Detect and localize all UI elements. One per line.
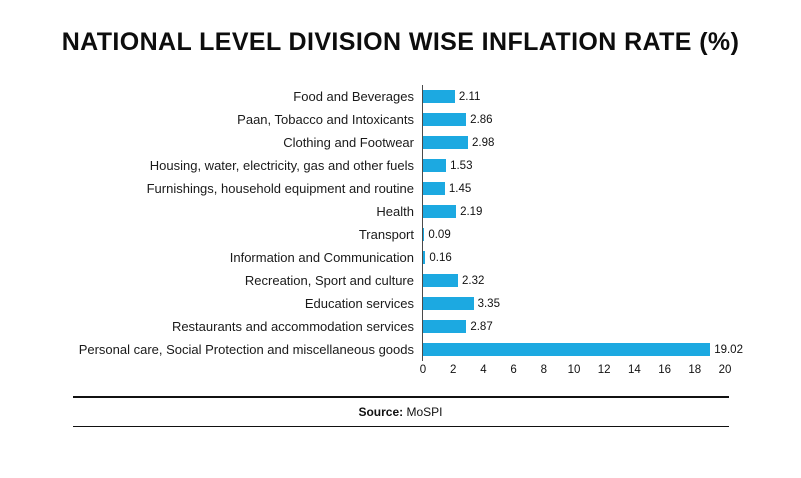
chart-row: Restaurants and accommodation services 2.… — [0, 315, 801, 338]
bar — [423, 274, 459, 287]
bar-area: 2.87 — [422, 315, 753, 338]
value-label: 2.87 — [470, 320, 493, 333]
value-label: 0.09 — [428, 228, 451, 241]
x-tick-label: 20 — [718, 364, 732, 376]
chart-title: NATIONAL LEVEL DIVISION WISE INFLATION R… — [61, 28, 740, 56]
category-label: Education services — [304, 296, 414, 311]
bar-chart: Food and Beverages 2.11 Paan, Tobacco and … — [0, 85, 801, 380]
x-axis-ticks: 0 2 4 6 8 10 12 14 16 18 20 — [419, 364, 732, 380]
bar — [423, 136, 468, 149]
value-label: 2.86 — [470, 113, 493, 126]
value-label: 2.19 — [460, 205, 483, 218]
bar-area: 0.09 — [422, 223, 753, 246]
value-label: 2.32 — [462, 274, 485, 287]
chart-row: Paan, Tobacco and Intoxicants 2.86 — [0, 108, 801, 131]
chart-row: Information and Communication 0.16 — [0, 246, 801, 269]
bar — [423, 251, 426, 264]
chart-row: Food and Beverages 2.11 — [0, 85, 801, 108]
category-label: Restaurants and accommodation services — [171, 319, 414, 334]
x-tick-label: 12 — [597, 364, 611, 376]
chart-row: Housing, water, electricity, gas and oth… — [0, 154, 801, 177]
bar-area: 2.98 — [422, 131, 753, 154]
category-label: Recreation, Sport and culture — [244, 273, 414, 288]
bar — [423, 113, 467, 126]
x-tick-label: 2 — [449, 364, 457, 376]
x-axis: 0 2 4 6 8 10 12 14 16 18 20 — [0, 364, 801, 380]
bar-area: 2.19 — [422, 200, 753, 223]
category-label: Furnishings, household equipment and rou… — [146, 181, 414, 196]
bar-area: 19.02 — [422, 338, 753, 361]
value-label: 1.53 — [450, 159, 473, 172]
x-tick-label: 6 — [510, 364, 517, 376]
category-label: Information and Communication — [229, 250, 414, 265]
bar-area: 1.53 — [422, 154, 753, 177]
value-label: 1.45 — [448, 182, 472, 195]
bar — [423, 90, 455, 103]
source-value: MoSPI — [406, 404, 443, 419]
bar-area: 2.86 — [422, 108, 753, 131]
bar — [423, 205, 457, 218]
category-label: Personal care, Social Protection and mis… — [78, 342, 414, 357]
bar-area: 1.45 — [422, 177, 753, 200]
axis-spacer — [0, 364, 423, 380]
value-label: 2.98 — [471, 136, 495, 149]
chart-row: Personal care, Social Protection and mis… — [0, 338, 801, 361]
category-label: Health — [376, 204, 414, 219]
category-label: Paan, Tobacco and Intoxicants — [237, 112, 414, 127]
category-label: Housing, water, electricity, gas and oth… — [149, 158, 414, 173]
value-label: 19.02 — [714, 343, 743, 356]
chart-row: Health 2.19 — [0, 200, 801, 223]
bar-area: 2.32 — [422, 269, 753, 292]
divider-bottom — [72, 425, 729, 427]
bar — [423, 159, 447, 172]
bar — [423, 182, 445, 195]
x-tick-label: 18 — [688, 364, 702, 376]
x-tick-label: 4 — [480, 364, 487, 376]
value-label: 2.11 — [458, 90, 481, 103]
chart-row: Clothing and Footwear 2.98 — [0, 131, 801, 154]
x-tick-label: 8 — [540, 364, 547, 376]
chart-row: Furnishings, household equipment and rou… — [0, 177, 801, 200]
category-label: Clothing and Footwear — [283, 135, 414, 150]
x-tick-label: 10 — [567, 364, 581, 376]
category-label: Transport — [358, 227, 414, 242]
chart-rows: Food and Beverages 2.11 Paan, Tobacco and … — [0, 85, 801, 361]
bar — [423, 297, 474, 310]
bar-area: 3.35 — [422, 292, 753, 315]
bar — [423, 320, 467, 333]
source-label: Source: — [358, 404, 404, 419]
bar — [423, 343, 711, 356]
bar-area: 0.16 — [422, 246, 753, 269]
x-tick-label: 0 — [419, 364, 427, 376]
bar-area: 2.11 — [422, 85, 753, 108]
chart-row: Transport 0.09 — [0, 223, 801, 246]
chart-row: Education services 3.35 — [0, 292, 801, 315]
source-note: Source: MoSPI — [0, 405, 801, 419]
bar — [423, 228, 425, 241]
divider-top — [72, 396, 729, 398]
value-label: 3.35 — [477, 297, 500, 310]
category-label: Food and Beverages — [293, 89, 414, 104]
x-tick-label: 14 — [627, 364, 641, 376]
x-tick-label: 16 — [658, 364, 671, 376]
chart-row: Recreation, Sport and culture 2.32 — [0, 269, 801, 292]
value-label: 0.16 — [429, 251, 452, 264]
